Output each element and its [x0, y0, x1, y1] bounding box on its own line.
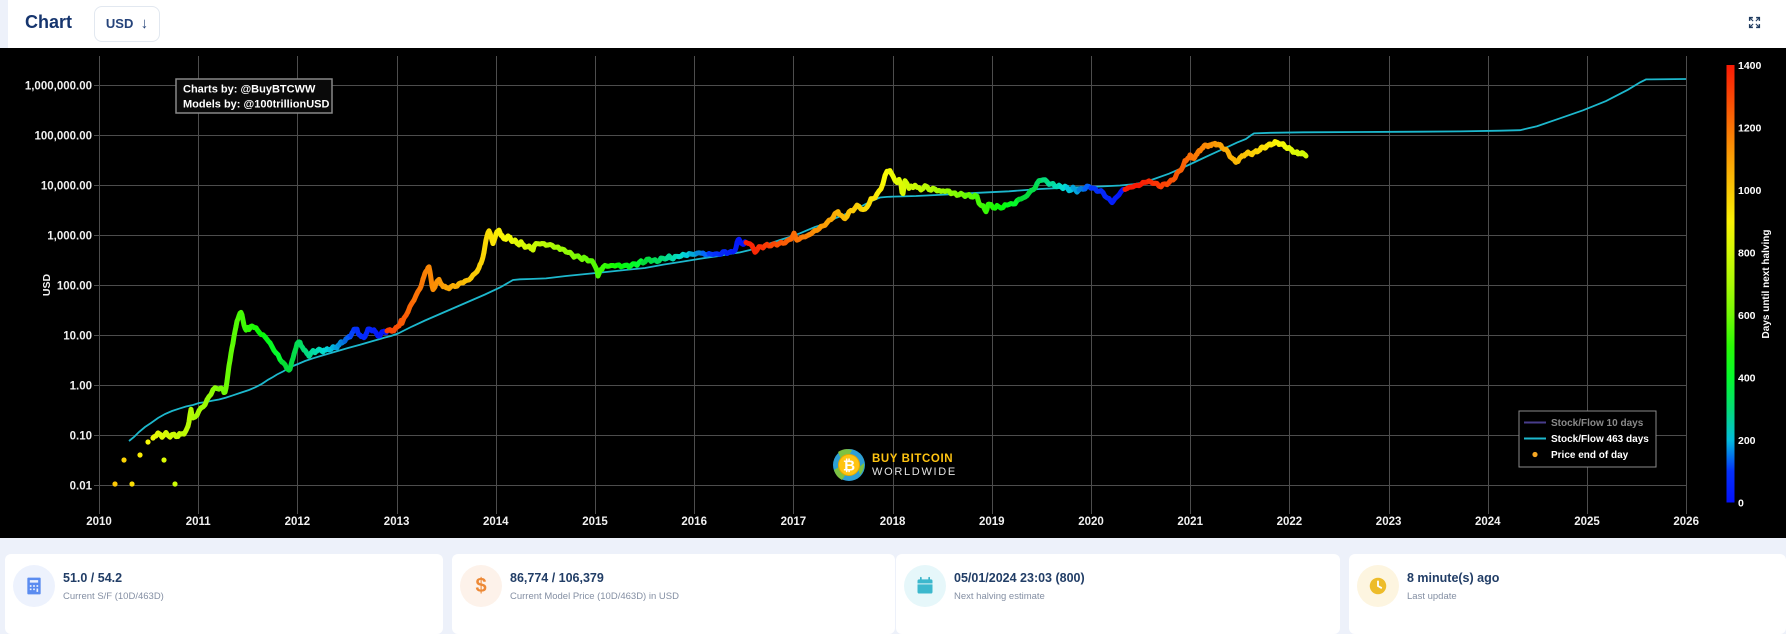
- svg-text:Charts by: @BuyBTCWW: Charts by: @BuyBTCWW: [183, 84, 316, 96]
- svg-text:200: 200: [1738, 435, 1756, 447]
- svg-text:2020: 2020: [1078, 516, 1104, 528]
- svg-text:USD: USD: [41, 273, 53, 296]
- svg-text:1,000,000.00: 1,000,000.00: [25, 80, 92, 92]
- svg-text:1200: 1200: [1738, 123, 1762, 135]
- svg-text:2021: 2021: [1177, 516, 1203, 528]
- svg-text:2015: 2015: [582, 516, 608, 528]
- svg-text:2026: 2026: [1673, 516, 1699, 528]
- svg-text:WORLDWIDE: WORLDWIDE: [872, 466, 957, 478]
- svg-text:1000: 1000: [1738, 185, 1762, 197]
- svg-text:Models by: @100trillionUSD: Models by: @100trillionUSD: [183, 99, 329, 111]
- svg-text:100,000.00: 100,000.00: [34, 130, 92, 142]
- svg-text:100.00: 100.00: [57, 280, 92, 292]
- svg-text:0.01: 0.01: [70, 480, 93, 492]
- svg-text:2010: 2010: [86, 516, 112, 528]
- svg-text:1400: 1400: [1738, 60, 1762, 72]
- svg-text:2011: 2011: [186, 516, 212, 528]
- svg-text:2022: 2022: [1277, 516, 1303, 528]
- svg-text:2016: 2016: [681, 516, 707, 528]
- svg-text:2024: 2024: [1475, 516, 1501, 528]
- svg-text:Stock/Flow 10 days: Stock/Flow 10 days: [1551, 418, 1644, 429]
- svg-text:2012: 2012: [285, 516, 311, 528]
- svg-text:2019: 2019: [979, 516, 1005, 528]
- svg-text:Days until next halving: Days until next halving: [1761, 230, 1772, 339]
- svg-text:2018: 2018: [880, 516, 906, 528]
- svg-text:2017: 2017: [781, 516, 807, 528]
- svg-text:10,000.00: 10,000.00: [41, 180, 92, 192]
- svg-text:₿: ₿: [843, 458, 855, 475]
- svg-text:BUY BITCOIN: BUY BITCOIN: [872, 453, 953, 465]
- svg-text:2013: 2013: [384, 516, 410, 528]
- svg-text:400: 400: [1738, 373, 1756, 385]
- svg-text:10.00: 10.00: [63, 330, 92, 342]
- svg-text:1.00: 1.00: [70, 380, 92, 392]
- svg-text:0.10: 0.10: [70, 430, 92, 442]
- svg-text:600: 600: [1738, 310, 1756, 322]
- svg-text:2014: 2014: [483, 516, 509, 528]
- svg-text:1,000.00: 1,000.00: [47, 230, 92, 242]
- svg-text:0: 0: [1738, 498, 1744, 510]
- svg-text:800: 800: [1738, 248, 1756, 260]
- svg-text:Price end of day: Price end of day: [1551, 450, 1629, 461]
- svg-text:2023: 2023: [1376, 516, 1402, 528]
- svg-text:Stock/Flow 463 days: Stock/Flow 463 days: [1551, 434, 1649, 445]
- svg-text:2025: 2025: [1574, 516, 1600, 528]
